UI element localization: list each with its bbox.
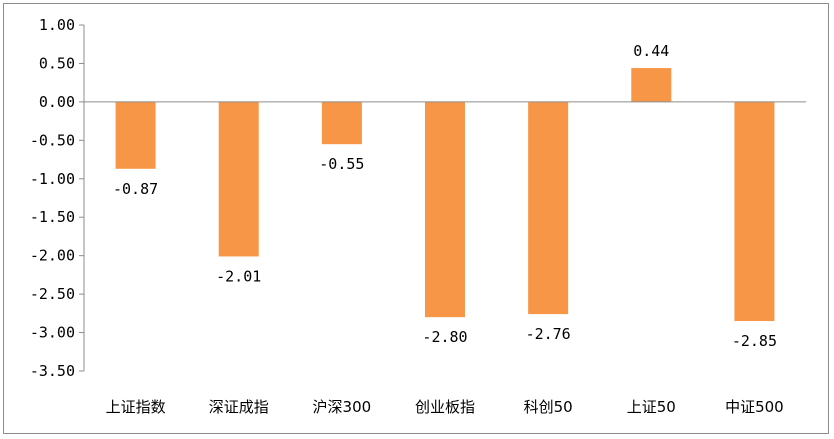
category-labels: 上证指数 深证成指 沪深300 创业板指 科创50 上证50 中证500 <box>106 398 784 416</box>
chart-frame <box>3 3 829 434</box>
data-label: -2.80 <box>422 328 467 346</box>
y-tick-labels: 1.00 0.50 0.00 -0.50 -1.00 -1.50 -2.00 -2.50 -3.… <box>30 16 84 380</box>
data-label: -0.87 <box>113 180 158 198</box>
bar <box>321 101 362 145</box>
y-tick-label: 0.50 <box>39 54 75 72</box>
data-labels: -0.87 -2.01 -0.55 -2.80 -2.76 0.44 -2.85 <box>113 42 777 350</box>
y-tick-label: -2.00 <box>30 247 75 265</box>
y-tick-label: -3.00 <box>30 324 75 342</box>
category-label: 中证500 <box>725 398 784 416</box>
data-label: -0.55 <box>319 155 364 173</box>
category-label: 上证指数 <box>106 398 166 416</box>
y-tick-label: -2.50 <box>30 285 75 303</box>
bar <box>631 68 672 102</box>
data-label: 0.44 <box>633 42 669 60</box>
bars <box>115 68 775 322</box>
bar <box>734 101 775 322</box>
y-tick-label: -3.50 <box>30 362 75 380</box>
category-label: 科创50 <box>524 398 573 416</box>
y-tick-label: -0.50 <box>30 131 75 149</box>
category-label: 创业板指 <box>415 398 475 416</box>
category-label: 上证50 <box>627 398 676 416</box>
bar <box>115 101 156 169</box>
y-tick-label: 1.00 <box>39 16 75 34</box>
bar <box>425 101 465 318</box>
category-label: 深证成指 <box>209 398 269 416</box>
category-label: 沪深300 <box>313 398 372 416</box>
bar <box>218 101 259 257</box>
y-tick-label: -1.50 <box>30 208 75 226</box>
y-tick-label: -1.00 <box>30 170 75 188</box>
data-label: -2.01 <box>216 267 261 285</box>
bar <box>528 101 569 315</box>
data-label: -2.76 <box>526 325 571 343</box>
y-tick-label: 0.00 <box>39 93 75 111</box>
data-label: -2.85 <box>732 332 777 350</box>
